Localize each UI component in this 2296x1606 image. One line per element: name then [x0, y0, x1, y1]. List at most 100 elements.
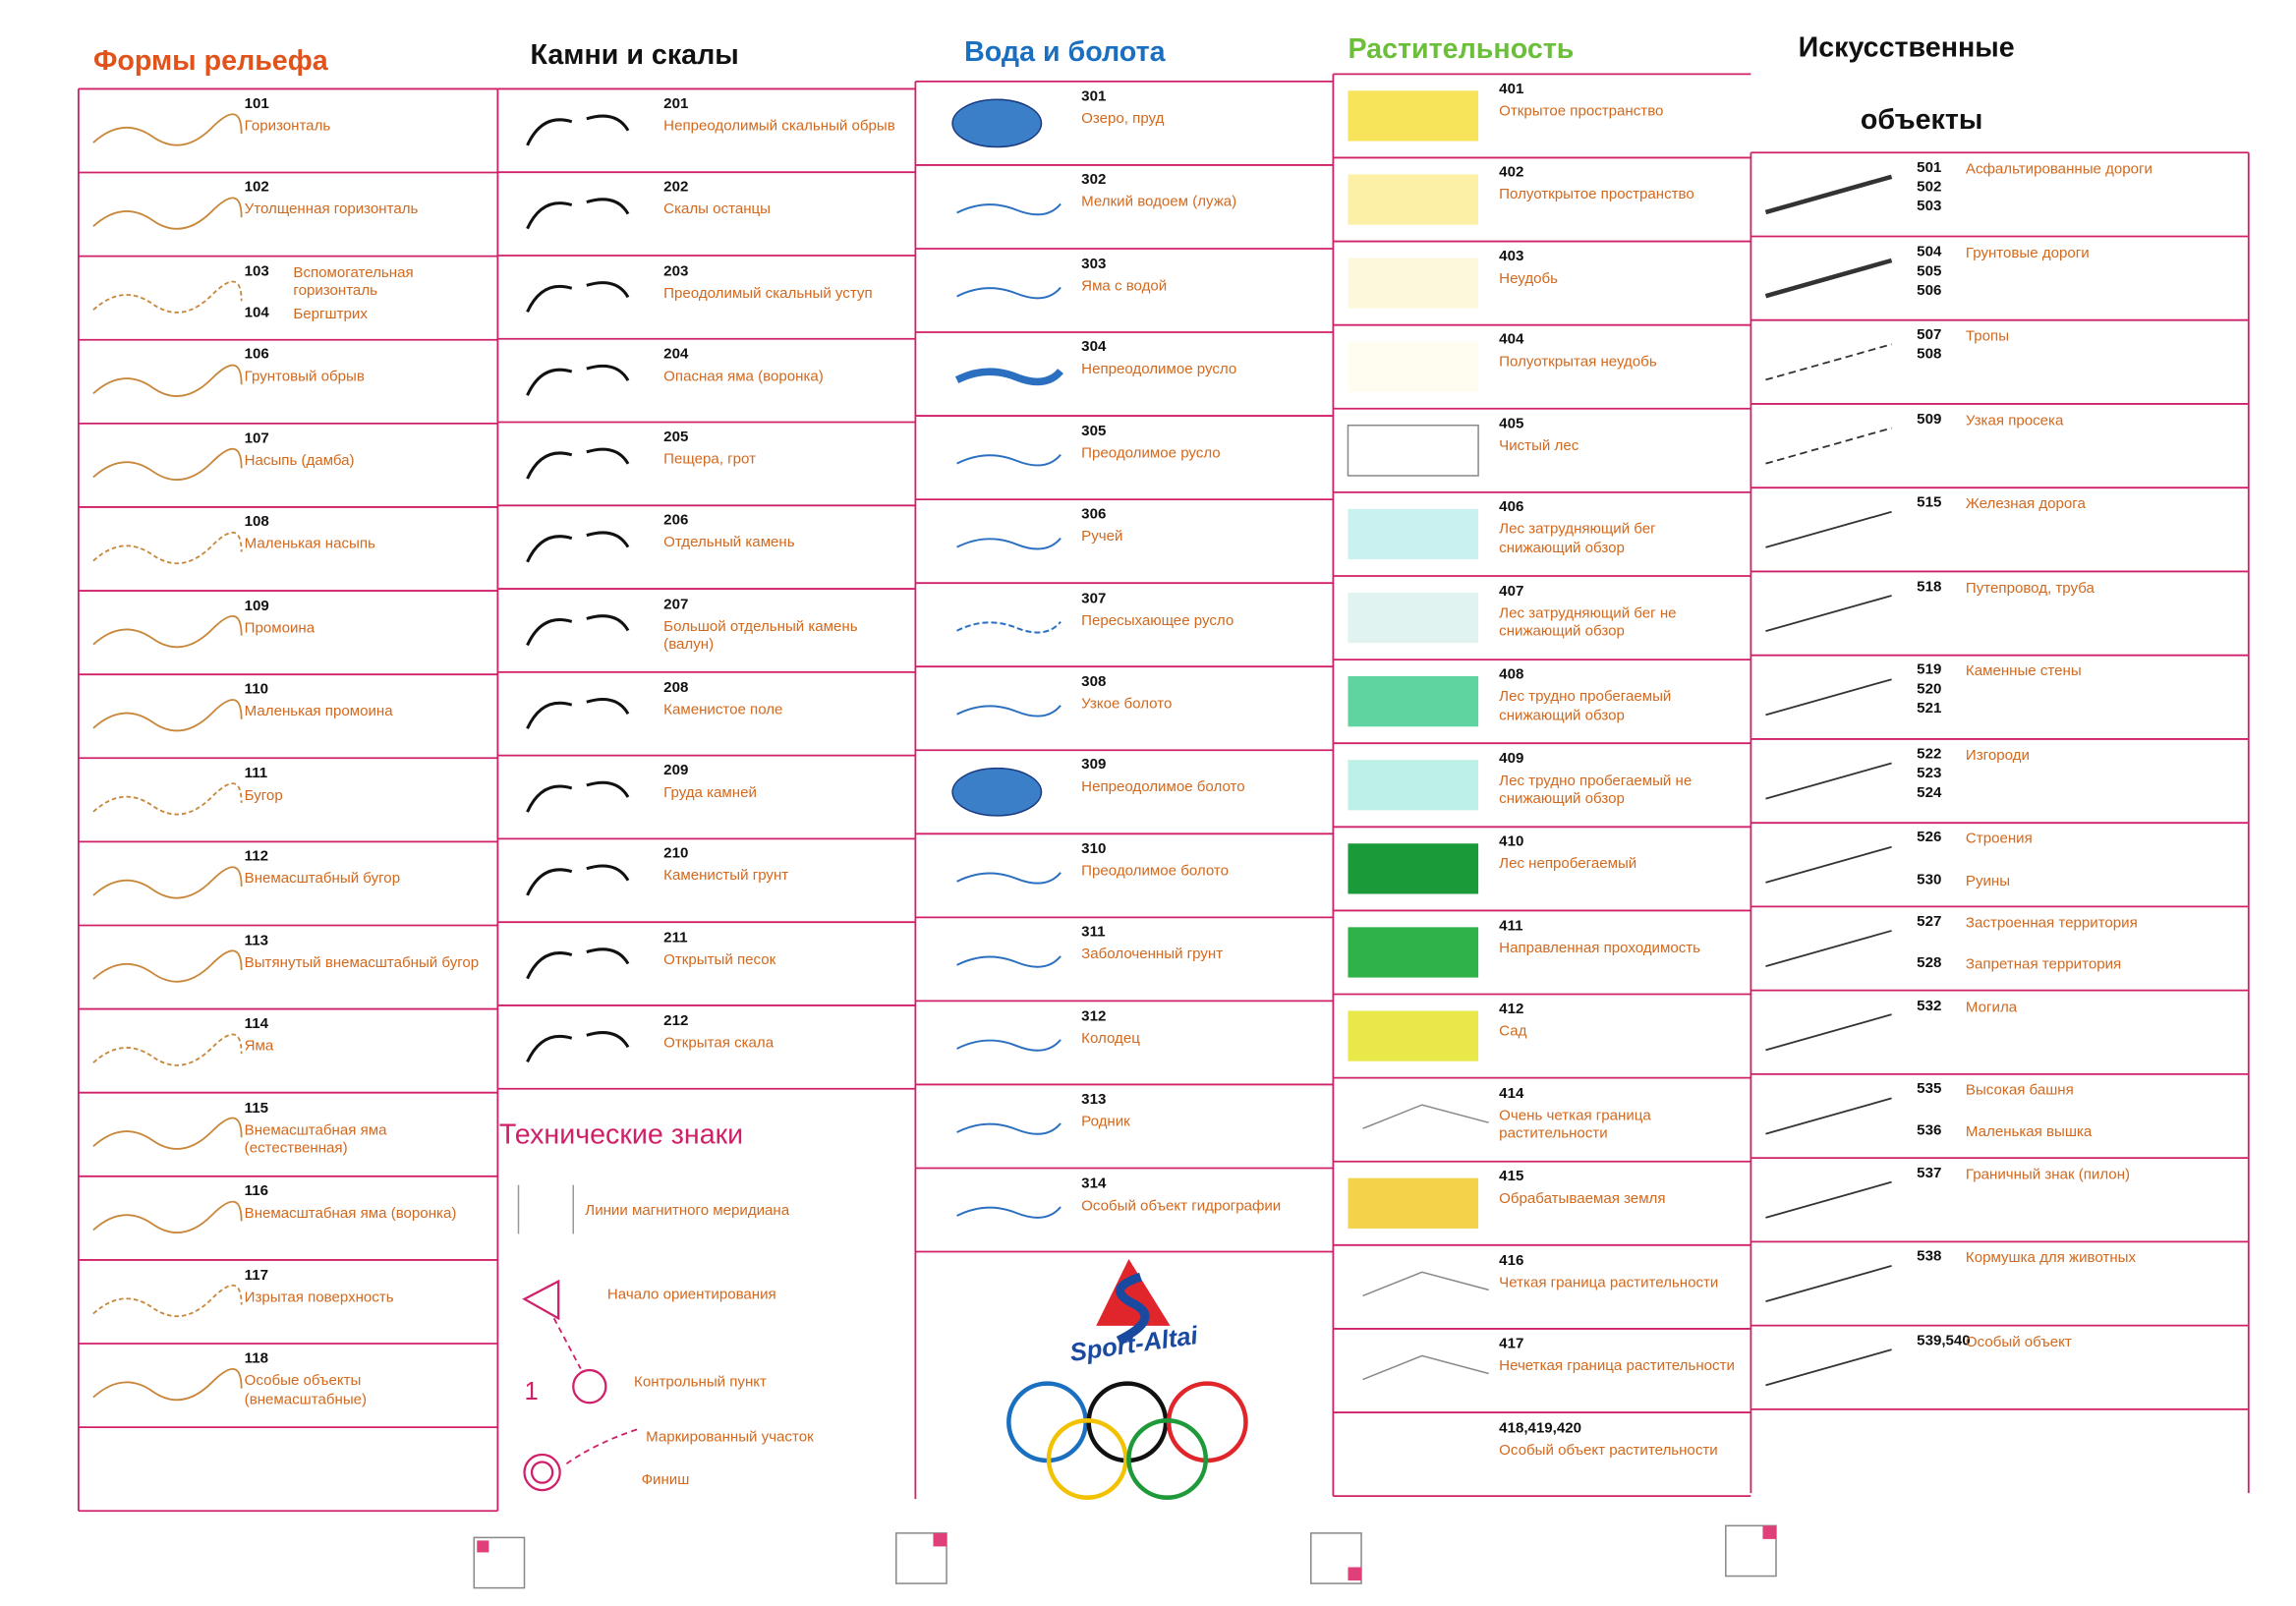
symbol-code: 116 [244, 1183, 268, 1200]
symbol-code: 527 [1917, 913, 1942, 931]
relief-symbol [92, 1033, 243, 1066]
rock-symbol [526, 698, 630, 729]
rock-symbol [526, 198, 630, 230]
symbol-code: 305 [1081, 423, 1107, 440]
relief-symbol [92, 1368, 243, 1402]
symbol-code: 502 [1917, 179, 1942, 196]
symbol-code: 306 [1081, 506, 1107, 524]
vegetation-swatch [1348, 174, 1479, 225]
symbol-code: 312 [1081, 1007, 1107, 1025]
symbol-label: Четкая граница растительности [1499, 1274, 1719, 1291]
symbol-label: Отдельный камень [663, 535, 795, 552]
symbol-code: 408 [1499, 666, 1524, 684]
symbol-code: 115 [244, 1100, 268, 1117]
symbol-code: 507 [1917, 327, 1942, 344]
relief-symbol [92, 866, 243, 899]
vegetation-swatch [1348, 1177, 1479, 1229]
symbol-label: Узкое болото [1081, 696, 1173, 713]
symbol-code: 207 [663, 596, 689, 613]
symbol-label: Открытый песок [663, 951, 776, 968]
symbol-label: Маленькая насыпь [244, 537, 375, 553]
symbol-label: Бергштрих [293, 307, 368, 323]
vegetation-swatch [1348, 1010, 1479, 1061]
rock-symbol [526, 447, 630, 480]
symbol-code: 313 [1081, 1091, 1107, 1109]
rock-symbol [526, 114, 630, 146]
symbol-code: 414 [1499, 1085, 1524, 1102]
symbol-code: 532 [1917, 998, 1942, 1014]
water-symbol [956, 705, 1062, 717]
column-title: Растительность [1348, 33, 1575, 66]
vegetation-swatch [1347, 424, 1479, 477]
water-symbol [956, 1206, 1062, 1219]
symbol-code: 524 [1917, 784, 1942, 802]
symbol-label: Застроенная территория [1965, 915, 2138, 933]
marked-route [562, 1428, 638, 1467]
symbol-label: Направленная проходимость [1499, 940, 1701, 957]
symbol-label: Мелкий водоем (лужа) [1081, 195, 1237, 211]
symbol-code: 308 [1081, 673, 1107, 691]
vegetation-swatch [1348, 258, 1479, 309]
symbol-label: Внемасштабная яма (воронка) [244, 1205, 457, 1223]
vegetation-swatch [1348, 927, 1479, 978]
rock-symbol [526, 364, 630, 396]
symbol-label: Преодолимое русло [1081, 445, 1221, 462]
symbol-label: Особый объект растительности [1499, 1442, 1718, 1459]
symbol-label: Вытянутый внемасштабный бугор [244, 954, 480, 972]
symbol-code: 118 [244, 1350, 268, 1368]
finish-outer [523, 1453, 561, 1492]
symbol-code: 302 [1081, 172, 1107, 190]
symbol-code: 113 [244, 933, 268, 949]
manmade-symbol [1765, 678, 1892, 717]
symbol-code: 110 [244, 681, 268, 699]
symbol-code: 205 [663, 430, 689, 446]
symbol-label: Узкая просека [1965, 412, 2064, 430]
symbol-label: Изгороди [1965, 747, 2030, 765]
symbol-label: Промоина [244, 620, 316, 637]
symbol-code: 106 [244, 347, 269, 364]
symbol-label: Чистый лес [1499, 437, 1579, 455]
manmade-symbol [1765, 595, 1892, 633]
technical-label: Линии магнитного меридиана [585, 1202, 790, 1220]
rock-symbol [526, 531, 630, 563]
symbol-code: 403 [1499, 249, 1524, 265]
symbol-code: 201 [663, 95, 689, 113]
symbol-label: Преодолимое болото [1081, 863, 1230, 881]
vegetation-boundary [1362, 1104, 1489, 1129]
column-title: Камни и скалы [530, 39, 739, 72]
symbol-code: 536 [1917, 1123, 1942, 1140]
relief-symbol [92, 699, 243, 732]
symbol-label: Лес трудно пробегаемый не снижающий обзо… [1499, 773, 1693, 808]
symbol-code: 404 [1499, 332, 1524, 349]
symbol-label: Могила [1965, 999, 2018, 1016]
symbol-label: Граничный знак (пилон) [1965, 1167, 2131, 1183]
technical-label: Финиш [641, 1472, 690, 1489]
manmade-symbol [1764, 174, 1893, 215]
symbol-label: Изрытая поверхность [244, 1290, 394, 1306]
water-symbol [954, 368, 1063, 386]
symbol-label: Груда камней [663, 784, 757, 802]
logo-triangle [1096, 1259, 1171, 1326]
symbol-code: 301 [1081, 88, 1107, 106]
symbol-label: Особые объекты (внемасштабные) [244, 1373, 368, 1408]
symbol-label: Обрабатываемая земля [1499, 1190, 1666, 1208]
symbol-code: 307 [1081, 590, 1107, 607]
manmade-symbol [1765, 1013, 1892, 1052]
symbol-label: Колодец [1081, 1030, 1140, 1048]
symbol-label: Железная дорога [1965, 496, 2086, 513]
symbol-label: Запретная территория [1965, 957, 2122, 974]
symbol-label: Каменные стены [1965, 663, 2082, 681]
symbol-label: Пересыхающее русло [1081, 612, 1234, 629]
rock-symbol [526, 1031, 630, 1063]
symbol-code: 515 [1917, 494, 1942, 512]
symbol-code: 210 [663, 845, 689, 863]
symbol-code: 501 [1917, 159, 1942, 177]
symbol-code: 506 [1917, 282, 1942, 299]
symbol-label: Сад [1499, 1023, 1527, 1041]
symbol-code: 103 [244, 263, 269, 280]
symbol-label: Руины [1965, 873, 2011, 890]
vegetation-swatch [1348, 676, 1479, 727]
symbol-label: Заболоченный грунт [1081, 946, 1224, 964]
water-symbol [956, 621, 1062, 634]
symbol-code: 503 [1917, 198, 1942, 215]
